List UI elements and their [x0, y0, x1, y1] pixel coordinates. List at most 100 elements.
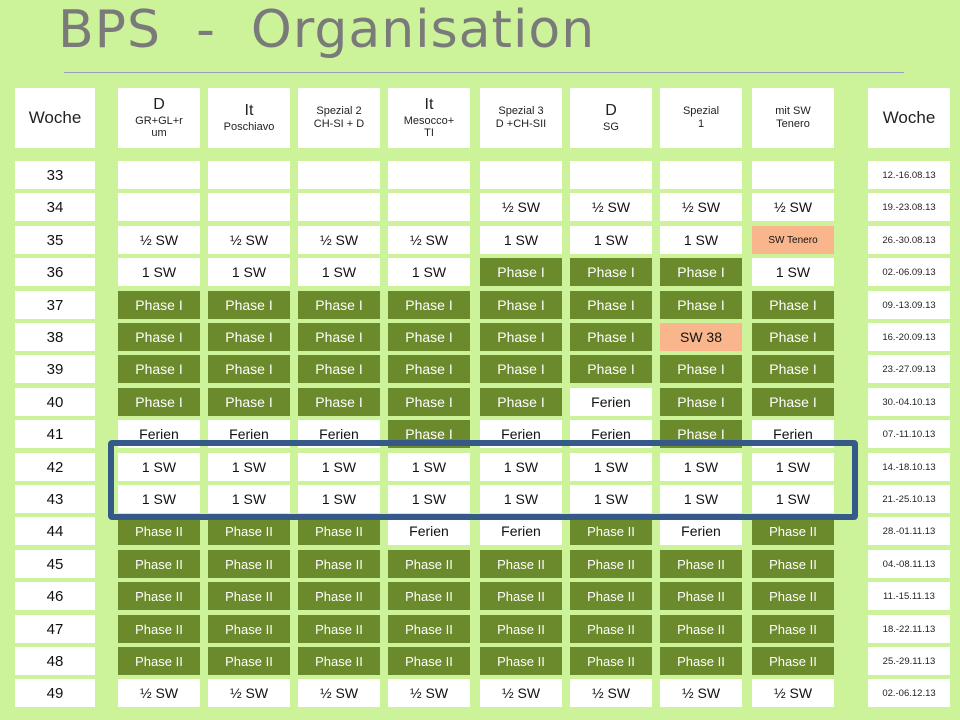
- column-header-7-line2: 1: [697, 118, 705, 130]
- week-number: 41: [15, 420, 95, 448]
- column-header-5-line2: D +CH-SII: [495, 118, 547, 130]
- schedule-cell: Phase I: [480, 323, 562, 351]
- week-number: 40: [15, 388, 95, 416]
- schedule-cell: Phase I: [118, 355, 200, 383]
- schedule-cell: Phase II: [388, 615, 470, 643]
- schedule-cell: Phase I: [660, 355, 742, 383]
- title-underline: [64, 72, 904, 73]
- schedule-cell: [388, 193, 470, 221]
- schedule-cell: Phase II: [660, 582, 742, 610]
- schedule-cell: Phase II: [298, 582, 380, 610]
- schedule-cell: Phase I: [752, 323, 834, 351]
- schedule-cell: Phase II: [660, 647, 742, 675]
- schedule-cell: Phase I: [208, 323, 290, 351]
- week-number: 45: [15, 550, 95, 578]
- schedule-cell: ½ SW: [660, 679, 742, 707]
- schedule-cell: 1 SW: [480, 226, 562, 254]
- schedule-cell: Phase II: [388, 647, 470, 675]
- week-dates: 26.-30.08.13: [868, 226, 950, 254]
- week-dates: 19.-23.08.13: [868, 193, 950, 221]
- schedule-cell: Phase I: [388, 323, 470, 351]
- schedule-cell: 1 SW: [388, 485, 470, 513]
- schedule-cell: Phase II: [752, 615, 834, 643]
- week-number: 33: [15, 161, 95, 189]
- schedule-cell: ½ SW: [208, 679, 290, 707]
- column-header-7-line1: Spezial: [682, 105, 720, 118]
- week-number: 36: [15, 258, 95, 286]
- schedule-cell: Phase I: [752, 355, 834, 383]
- schedule-cell: Phase II: [752, 647, 834, 675]
- schedule-cell: Phase I: [388, 291, 470, 319]
- schedule-cell: [208, 193, 290, 221]
- schedule-cell: Phase I: [570, 355, 652, 383]
- schedule-cell: SW 38: [660, 323, 742, 351]
- schedule-cell: Phase II: [118, 647, 200, 675]
- schedule-cell: Phase I: [298, 388, 380, 416]
- column-header-8: mit SW Tenero: [752, 88, 834, 148]
- week-dates: 07.-11.10.13: [868, 420, 950, 448]
- schedule-cell: Phase I: [298, 291, 380, 319]
- schedule-cell: ½ SW: [118, 679, 200, 707]
- schedule-cell: Phase II: [570, 517, 652, 545]
- schedule-cell: Ferien: [570, 388, 652, 416]
- schedule-cell: 1 SW: [208, 258, 290, 286]
- schedule-cell: [298, 193, 380, 221]
- column-header-7: Spezial 1: [660, 88, 742, 148]
- schedule-cell: Phase II: [480, 615, 562, 643]
- column-header-4: It Mesocco+ TI: [388, 88, 470, 148]
- schedule-cell: Phase II: [570, 615, 652, 643]
- schedule-cell: ½ SW: [298, 226, 380, 254]
- schedule-cell: 1 SW: [752, 258, 834, 286]
- schedule-cell: Phase II: [118, 517, 200, 545]
- column-header-6-line1: D: [605, 102, 617, 120]
- schedule-cell: Phase II: [118, 550, 200, 578]
- column-header-2-line2: Poschiavo: [223, 120, 275, 133]
- week-dates: 12.-16.08.13: [868, 161, 950, 189]
- schedule-cell: 1 SW: [570, 453, 652, 481]
- schedule-cell: Phase I: [480, 355, 562, 383]
- schedule-cell: ½ SW: [570, 193, 652, 221]
- schedule-cell: Phase I: [660, 258, 742, 286]
- schedule-cell: 1 SW: [570, 485, 652, 513]
- schedule-cell: Phase I: [118, 388, 200, 416]
- week-number: 35: [15, 226, 95, 254]
- schedule-cell: ½ SW: [570, 679, 652, 707]
- schedule-cell: ½ SW: [388, 679, 470, 707]
- schedule-cell: 1 SW: [660, 453, 742, 481]
- schedule-cell: 1 SW: [298, 258, 380, 286]
- schedule-cell: Phase I: [570, 258, 652, 286]
- week-dates: 23.-27.09.13: [868, 355, 950, 383]
- column-header-4-line2: Mesocco+: [403, 114, 455, 127]
- schedule-cell: 1 SW: [118, 453, 200, 481]
- schedule-cell: [118, 161, 200, 189]
- schedule-cell: 1 SW: [570, 226, 652, 254]
- schedule-cell: Phase II: [298, 517, 380, 545]
- schedule-cell: ½ SW: [388, 226, 470, 254]
- schedule-cell: Phase II: [570, 550, 652, 578]
- schedule-cell: Phase II: [752, 517, 834, 545]
- schedule-cell: 1 SW: [388, 258, 470, 286]
- woche-header-left-label: Woche: [28, 108, 82, 128]
- column-header-8-line2: Tenero: [776, 118, 810, 130]
- schedule-cell: Phase II: [660, 550, 742, 578]
- schedule-cell: 1 SW: [118, 485, 200, 513]
- column-header-1-line2: GR+GL+r: [135, 114, 183, 127]
- schedule-cell: [570, 161, 652, 189]
- schedule-cell: ½ SW: [752, 679, 834, 707]
- schedule-cell: Phase I: [208, 388, 290, 416]
- week-number: 39: [15, 355, 95, 383]
- schedule-cell: ½ SW: [480, 193, 562, 221]
- schedule-cell: SW Tenero: [752, 226, 834, 254]
- week-number: 48: [15, 647, 95, 675]
- schedule-cell: Phase II: [208, 582, 290, 610]
- week-number: 34: [15, 193, 95, 221]
- schedule-cell: ½ SW: [208, 226, 290, 254]
- schedule-cell: Phase II: [480, 647, 562, 675]
- schedule-cell: 1 SW: [388, 453, 470, 481]
- schedule-cell: Phase II: [752, 550, 834, 578]
- schedule-cell: Phase II: [388, 550, 470, 578]
- schedule-cell: Phase I: [208, 291, 290, 319]
- column-header-6: D SG: [570, 88, 652, 148]
- week-dates: 21.-25.10.13: [868, 485, 950, 513]
- column-header-1: D GR+GL+r um: [118, 88, 200, 148]
